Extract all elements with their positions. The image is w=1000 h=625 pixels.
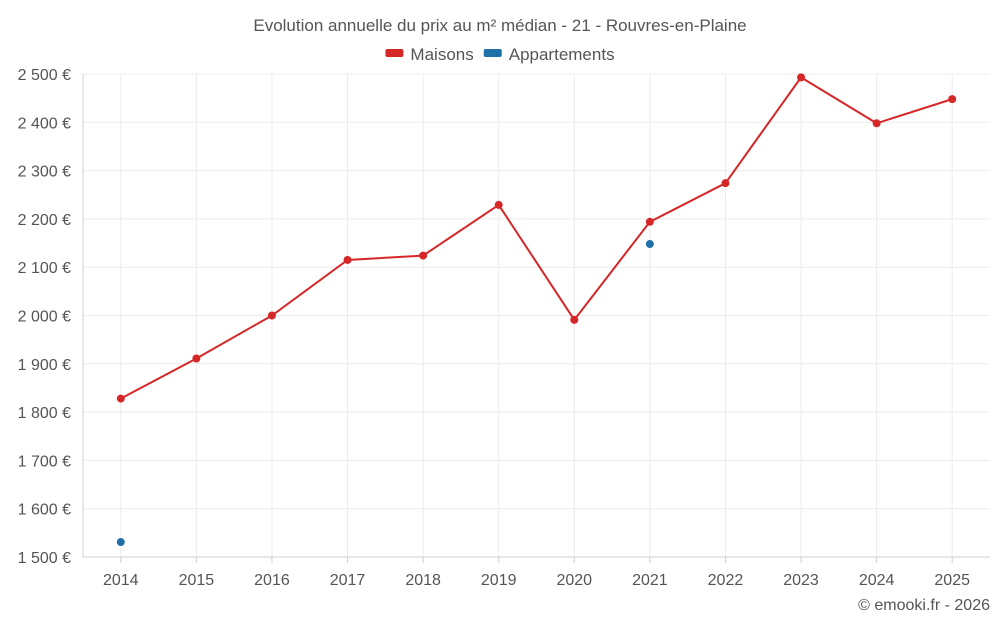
data-point-maisons[interactable] (419, 251, 428, 260)
chart-credit: © emooki.fr - 2026 (858, 597, 990, 614)
x-tick-label: 2022 (708, 572, 744, 589)
legend-item-appartements[interactable]: Appartements (483, 45, 615, 64)
y-tick-label: 2 000 € (18, 309, 71, 326)
x-tick-label: 2019 (481, 572, 517, 589)
y-tick-label: 2 400 € (18, 115, 71, 132)
data-point-maisons[interactable] (948, 95, 957, 104)
x-tick-label: 2017 (330, 572, 366, 589)
x-tick-label: 2020 (556, 572, 592, 589)
x-tick-label: 2015 (179, 572, 215, 589)
legend: Maisons Appartements (385, 45, 615, 64)
data-point-maisons[interactable] (116, 394, 125, 403)
y-tick-label: 1 900 € (18, 357, 71, 374)
data-point-maisons[interactable] (267, 311, 276, 320)
data-point-maisons[interactable] (797, 73, 806, 82)
legend-label: Maisons (410, 45, 473, 64)
data-point-maisons[interactable] (494, 200, 503, 209)
x-tick-label: 2018 (405, 572, 441, 589)
data-point-appartements[interactable] (645, 240, 654, 249)
x-tick-label: 2025 (934, 572, 970, 589)
legend-item-maisons[interactable]: Maisons (385, 45, 474, 64)
data-point-maisons[interactable] (570, 315, 579, 324)
grid (83, 73, 990, 558)
y-tick-label: 1 800 € (18, 405, 71, 422)
x-tick-label: 2021 (632, 572, 668, 589)
x-tick-label: 2016 (254, 572, 290, 589)
data-point-maisons[interactable] (872, 119, 881, 128)
legend-label: Appartements (509, 45, 615, 64)
data-point-maisons[interactable] (645, 217, 654, 226)
series-layer (116, 73, 957, 547)
data-point-maisons[interactable] (721, 179, 730, 188)
y-tick-label: 1 600 € (18, 502, 71, 519)
y-tick-label: 1 500 € (18, 550, 71, 567)
x-tick-label: 2024 (859, 572, 895, 589)
data-point-appartements[interactable] (116, 538, 125, 547)
series-line-maisons (120, 76, 953, 400)
x-tick-label: 2023 (783, 572, 819, 589)
chart-title: Evolution annuelle du prix au m² médian … (253, 16, 746, 35)
y-axis: 1 500 € 1 600 € 1 700 € 1 800 € 1 900 € 2 000… (18, 67, 84, 567)
y-tick-label: 2 300 € (18, 164, 71, 181)
data-point-maisons[interactable] (192, 354, 201, 363)
y-tick-label: 1 700 € (18, 453, 71, 470)
y-tick-label: 2 500 € (18, 67, 71, 84)
y-tick-label: 2 100 € (18, 260, 71, 277)
legend-swatch (385, 49, 404, 57)
legend-swatch (483, 49, 502, 57)
y-tick-label: 2 200 € (18, 212, 71, 229)
x-tick-label: 2014 (103, 572, 139, 589)
data-point-maisons[interactable] (343, 255, 352, 264)
x-axis: 2014 2015 2016 2017 2018 2019 2020 2021 2022 2023… (83, 556, 990, 589)
